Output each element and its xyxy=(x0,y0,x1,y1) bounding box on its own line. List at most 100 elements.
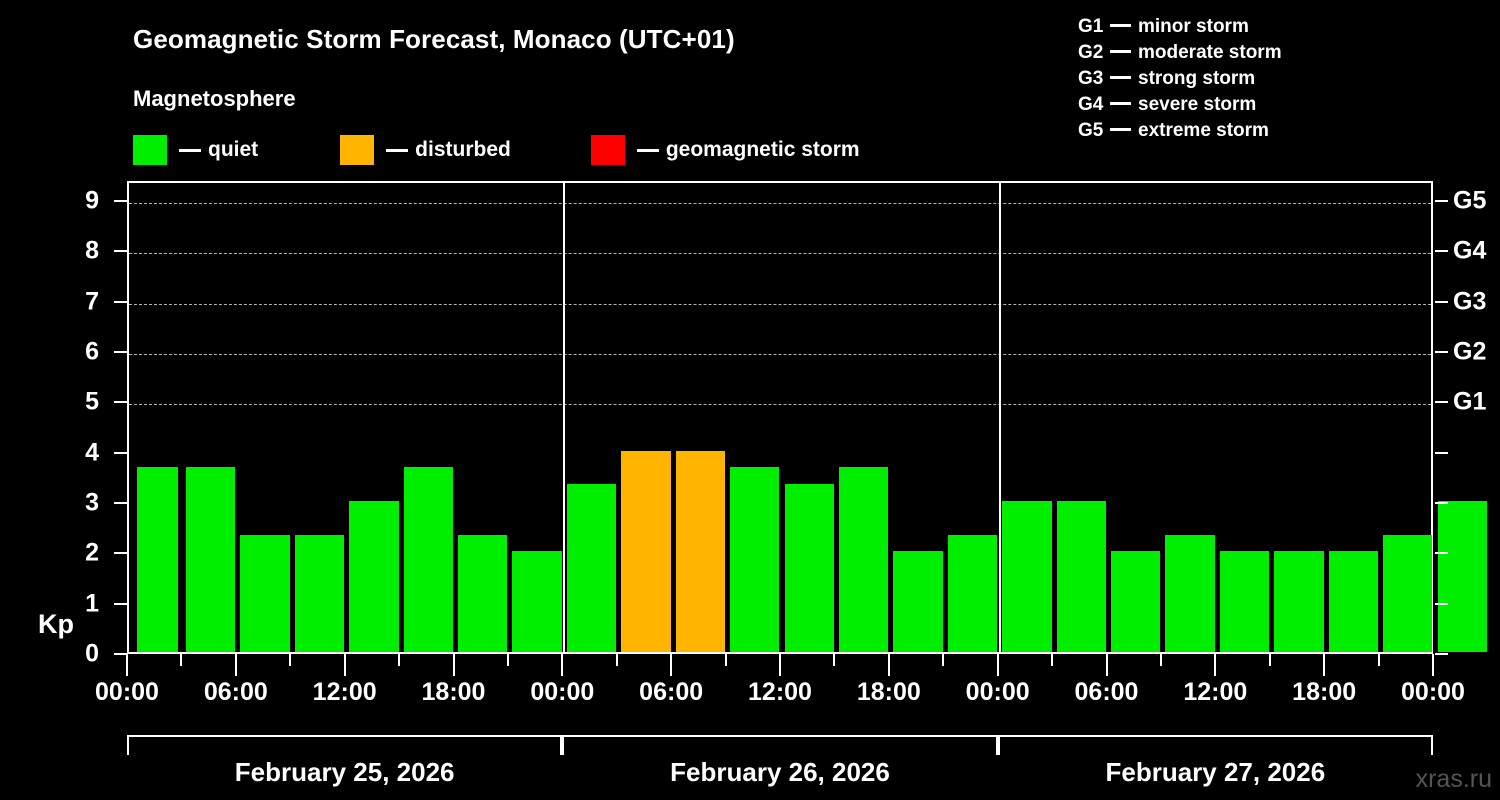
x-tick-9 xyxy=(615,654,618,666)
y-tick-label-7: 7 xyxy=(85,287,99,316)
day-bracket-2 xyxy=(562,735,998,755)
bar-21 xyxy=(1274,551,1324,652)
x-tick-3 xyxy=(289,654,292,666)
legend-entry-disturbed: disturbed xyxy=(340,135,511,165)
legend-entry-geomagnetic-storm: geomagnetic storm xyxy=(590,135,860,165)
bar-11 xyxy=(730,467,780,652)
section-subtitle: Magnetosphere xyxy=(133,86,296,111)
x-tick-label-4: 00:00 xyxy=(530,678,595,706)
y-axis-title: Kp xyxy=(38,609,74,639)
x-tick-label-7: 18:00 xyxy=(856,678,921,706)
g-legend-code: G5 xyxy=(1078,120,1104,141)
g-legend-dash-icon xyxy=(1110,128,1131,131)
legend-dash-icon xyxy=(179,148,201,152)
g-axis-tick-kp-6 xyxy=(1435,351,1448,354)
gridline-kp-6 xyxy=(129,354,1431,356)
x-tick-label-1: 06:00 xyxy=(203,678,268,706)
g-legend-row-g5: G5 extreme storm xyxy=(1078,118,1282,144)
bar-16 xyxy=(1002,501,1052,652)
y-tick-label-8: 8 xyxy=(85,236,99,265)
bar-22 xyxy=(1328,551,1379,652)
y-tick-5 xyxy=(114,401,127,404)
g-legend-row-g4: G4 severe storm xyxy=(1078,92,1282,118)
bar-14 xyxy=(893,551,943,652)
day-separator-1 xyxy=(563,183,566,652)
g-legend-code: G4 xyxy=(1078,94,1104,115)
y-tick-label-6: 6 xyxy=(85,337,99,366)
x-tick-label-3: 18:00 xyxy=(421,678,486,706)
day-separator-2 xyxy=(998,183,1001,652)
g-legend-label: extreme storm xyxy=(1138,120,1269,141)
x-tick-label-6: 12:00 xyxy=(748,678,812,706)
g-legend-label: minor storm xyxy=(1138,16,1249,37)
storm-swatch xyxy=(590,135,625,165)
g-axis-tick-kp-4 xyxy=(1435,451,1448,454)
bar-3 xyxy=(294,534,345,652)
x-tick-label-5: 06:00 xyxy=(639,678,704,706)
x-tick-8 xyxy=(561,654,564,676)
day-label-3: February 27, 2026 xyxy=(1105,757,1326,787)
g-axis-tick-kp-1 xyxy=(1435,602,1448,605)
y-tick-2 xyxy=(114,552,127,555)
gridline-kp-7 xyxy=(129,303,1431,305)
y-tick-label-5: 5 xyxy=(85,387,99,416)
x-tick-1 xyxy=(180,654,183,666)
y-tick-label-9: 9 xyxy=(85,186,99,215)
g-legend-code: G2 xyxy=(1078,42,1104,63)
bar-4 xyxy=(349,501,399,652)
day-bracket-3 xyxy=(997,735,1433,755)
bar-0 xyxy=(137,467,179,652)
x-tick-10 xyxy=(670,654,673,676)
bar-19 xyxy=(1165,534,1215,652)
y-tick-8 xyxy=(114,250,127,253)
g-legend-row-g1: G1 minor storm xyxy=(1078,14,1282,40)
x-tick-label-8: 00:00 xyxy=(965,678,1030,706)
legend-dash-icon xyxy=(386,148,409,152)
g-legend-row-g2: G2 moderate storm xyxy=(1078,40,1282,66)
legend-dash-icon xyxy=(636,148,659,152)
g-scale-legend: G1 minor storm G2 moderate storm G3 strong st… xyxy=(1078,14,1282,144)
y-tick-0 xyxy=(114,653,127,655)
bar-7 xyxy=(512,551,562,652)
bar-12 xyxy=(784,484,834,652)
bar-1 xyxy=(185,467,236,652)
bar-9 xyxy=(621,450,671,652)
bar-6 xyxy=(458,534,508,652)
day-label-2: February 26, 2026 xyxy=(670,757,890,787)
color-legend: quiet disturbed geomagnetic storm xyxy=(133,133,860,167)
disturbed-swatch xyxy=(340,135,375,165)
g-axis-tick-kp-9 xyxy=(1435,200,1448,203)
plot-area xyxy=(127,181,1487,654)
watermark: xras.ru xyxy=(1415,765,1492,793)
g-axis-tick-kp-0 xyxy=(1435,653,1448,655)
y-axis: Kp 0 1 2 3 4 5 6 7 8 9 xyxy=(0,181,127,668)
x-tick-2 xyxy=(234,654,237,676)
bar-series xyxy=(129,183,1487,652)
day-label-1: February 25, 2026 xyxy=(234,757,455,787)
gridline-kp-5 xyxy=(129,404,1431,406)
y-tick-4 xyxy=(114,451,127,454)
x-tick-13 xyxy=(833,654,836,666)
g-axis-label-g5: G5 xyxy=(1453,186,1487,215)
g-legend-label: strong storm xyxy=(1138,68,1256,89)
legend-label: disturbed xyxy=(415,138,511,161)
day-axis: February 25, 2026 February 26, 2026 Februa… xyxy=(0,735,1500,800)
x-tick-19 xyxy=(1159,654,1162,666)
g-axis-tick-kp-8 xyxy=(1435,250,1448,253)
g-legend-dash-icon xyxy=(1110,102,1131,105)
x-tick-21 xyxy=(1268,654,1271,666)
bar-5 xyxy=(403,467,453,652)
x-tick-5 xyxy=(398,654,401,666)
y-tick-6 xyxy=(114,351,127,354)
bar-2 xyxy=(240,534,290,652)
y-tick-9 xyxy=(114,200,127,203)
g-legend-dash-icon xyxy=(1110,24,1131,27)
g-legend-dash-icon xyxy=(1110,76,1131,79)
x-tick-4 xyxy=(343,654,346,676)
y-tick-3 xyxy=(114,502,127,505)
legend-entry-quiet: quiet xyxy=(133,135,258,165)
x-tick-label-2: 12:00 xyxy=(312,678,377,706)
page-title: Geomagnetic Storm Forecast, Monaco (UTC+… xyxy=(133,24,735,54)
x-tick-label-10: 12:00 xyxy=(1183,678,1248,706)
x-tick-11 xyxy=(724,654,727,666)
